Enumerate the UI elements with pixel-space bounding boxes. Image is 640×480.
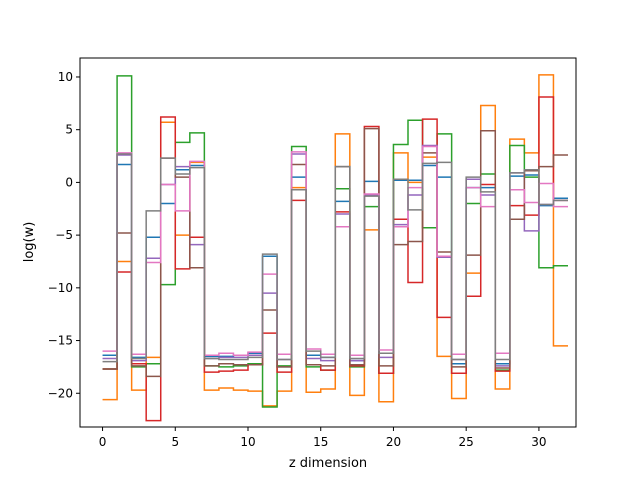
y-axis-label: log(w) — [22, 222, 37, 263]
y-tick-label: −10 — [48, 281, 73, 295]
x-tick-label: 0 — [99, 435, 107, 449]
y-axis-ticks: −20 −15 −10 −5 0 5 10 — [48, 70, 80, 400]
x-tick-label: 20 — [386, 435, 401, 449]
x-tick-label: 15 — [313, 435, 328, 449]
plot-frame — [79, 57, 577, 428]
x-axis-label: z dimension — [289, 456, 367, 471]
y-tick-label: −15 — [48, 334, 73, 348]
y-tick-label: 0 — [65, 175, 73, 189]
y-tick-label: 10 — [58, 70, 73, 84]
y-tick-label: −20 — [48, 386, 73, 400]
y-tick-label: −5 — [55, 228, 73, 242]
x-axis-ticks: 0 5 10 15 20 25 30 — [99, 427, 547, 449]
series-layer — [102, 74, 568, 422]
y-tick-label: 5 — [65, 123, 73, 137]
x-tick-label: 5 — [171, 435, 179, 449]
series-line-7 — [102, 153, 568, 363]
x-tick-label: 25 — [459, 435, 474, 449]
x-tick-label: 30 — [531, 435, 546, 449]
x-tick-label: 10 — [240, 435, 255, 449]
